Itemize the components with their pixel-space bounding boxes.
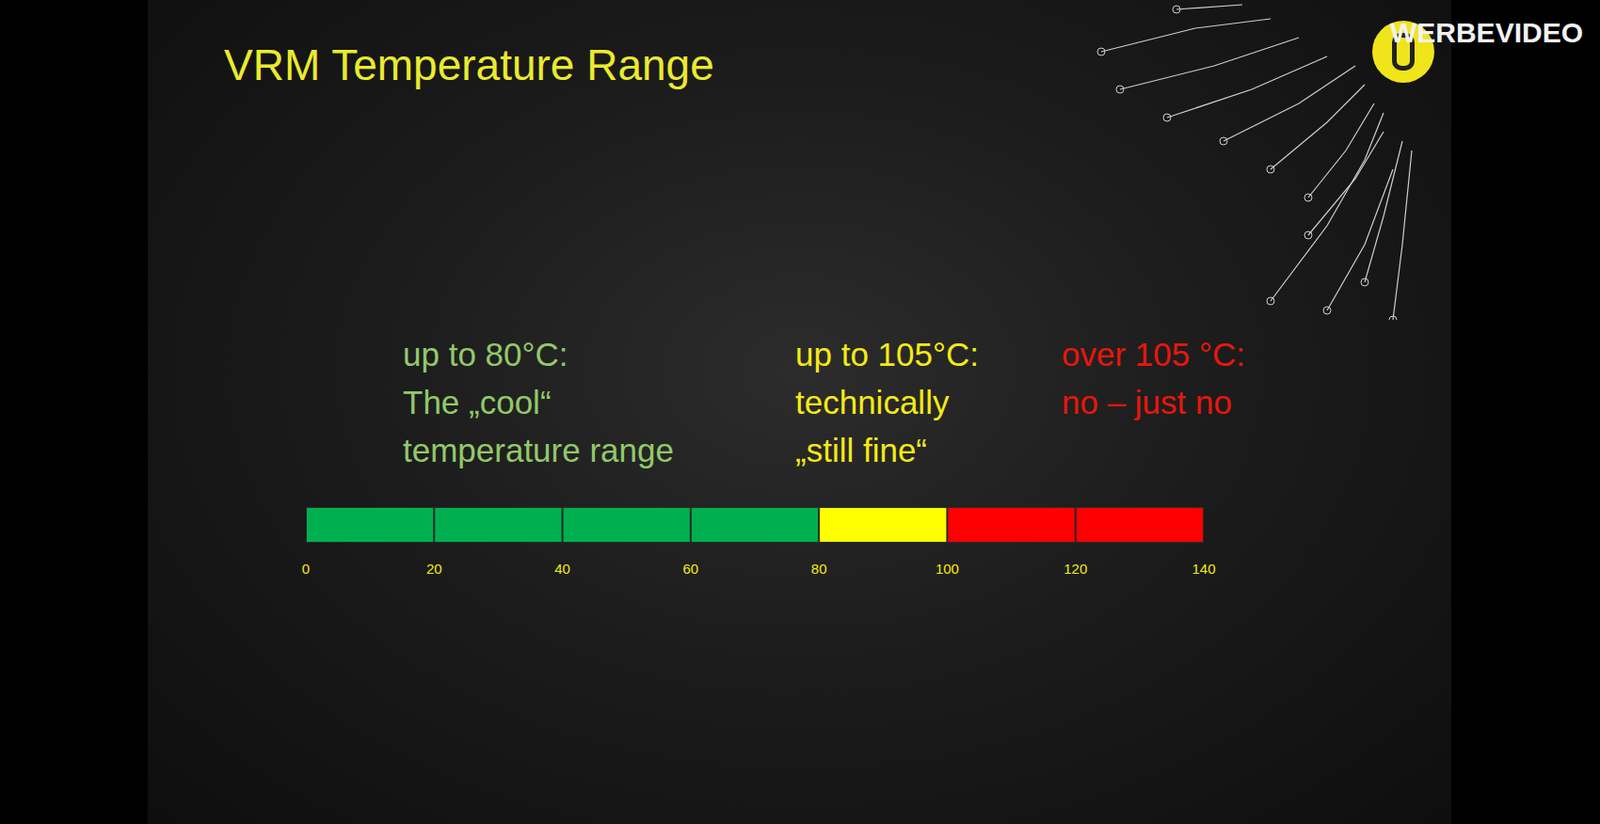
- html-text:temperature range: temperature range: [402, 432, 674, 469]
- svg-text:140: 140: [1191, 560, 1216, 577]
- html-text:VRM Temperature Range: VRM Temperature Range: [224, 40, 715, 90]
- html-text:up to 80°C:: up to 80°C:: [402, 336, 568, 373]
- svg-text:60: 60: [683, 560, 700, 577]
- html-text:WERBEVIDEO: WERBEVIDEO: [1390, 16, 1584, 48]
- svg-text:80: 80: [811, 560, 828, 577]
- html-text:The „cool“: The „cool“: [402, 384, 552, 421]
- svg-text:100: 100: [935, 560, 960, 577]
- svg-text:20: 20: [426, 560, 443, 577]
- html-text:„still fine“: „still fine“: [795, 432, 928, 469]
- html-text:up to 105°C:: up to 105°C:: [795, 336, 979, 373]
- svg-text:40: 40: [554, 560, 571, 577]
- svg-text:120: 120: [1063, 560, 1088, 577]
- html-text:no – just no: no – just no: [1061, 384, 1232, 421]
- html-text:over 105 °C:: over 105 °C:: [1061, 336, 1246, 373]
- svg-text:0: 0: [302, 560, 310, 577]
- html-text:technically: technically: [795, 384, 950, 421]
